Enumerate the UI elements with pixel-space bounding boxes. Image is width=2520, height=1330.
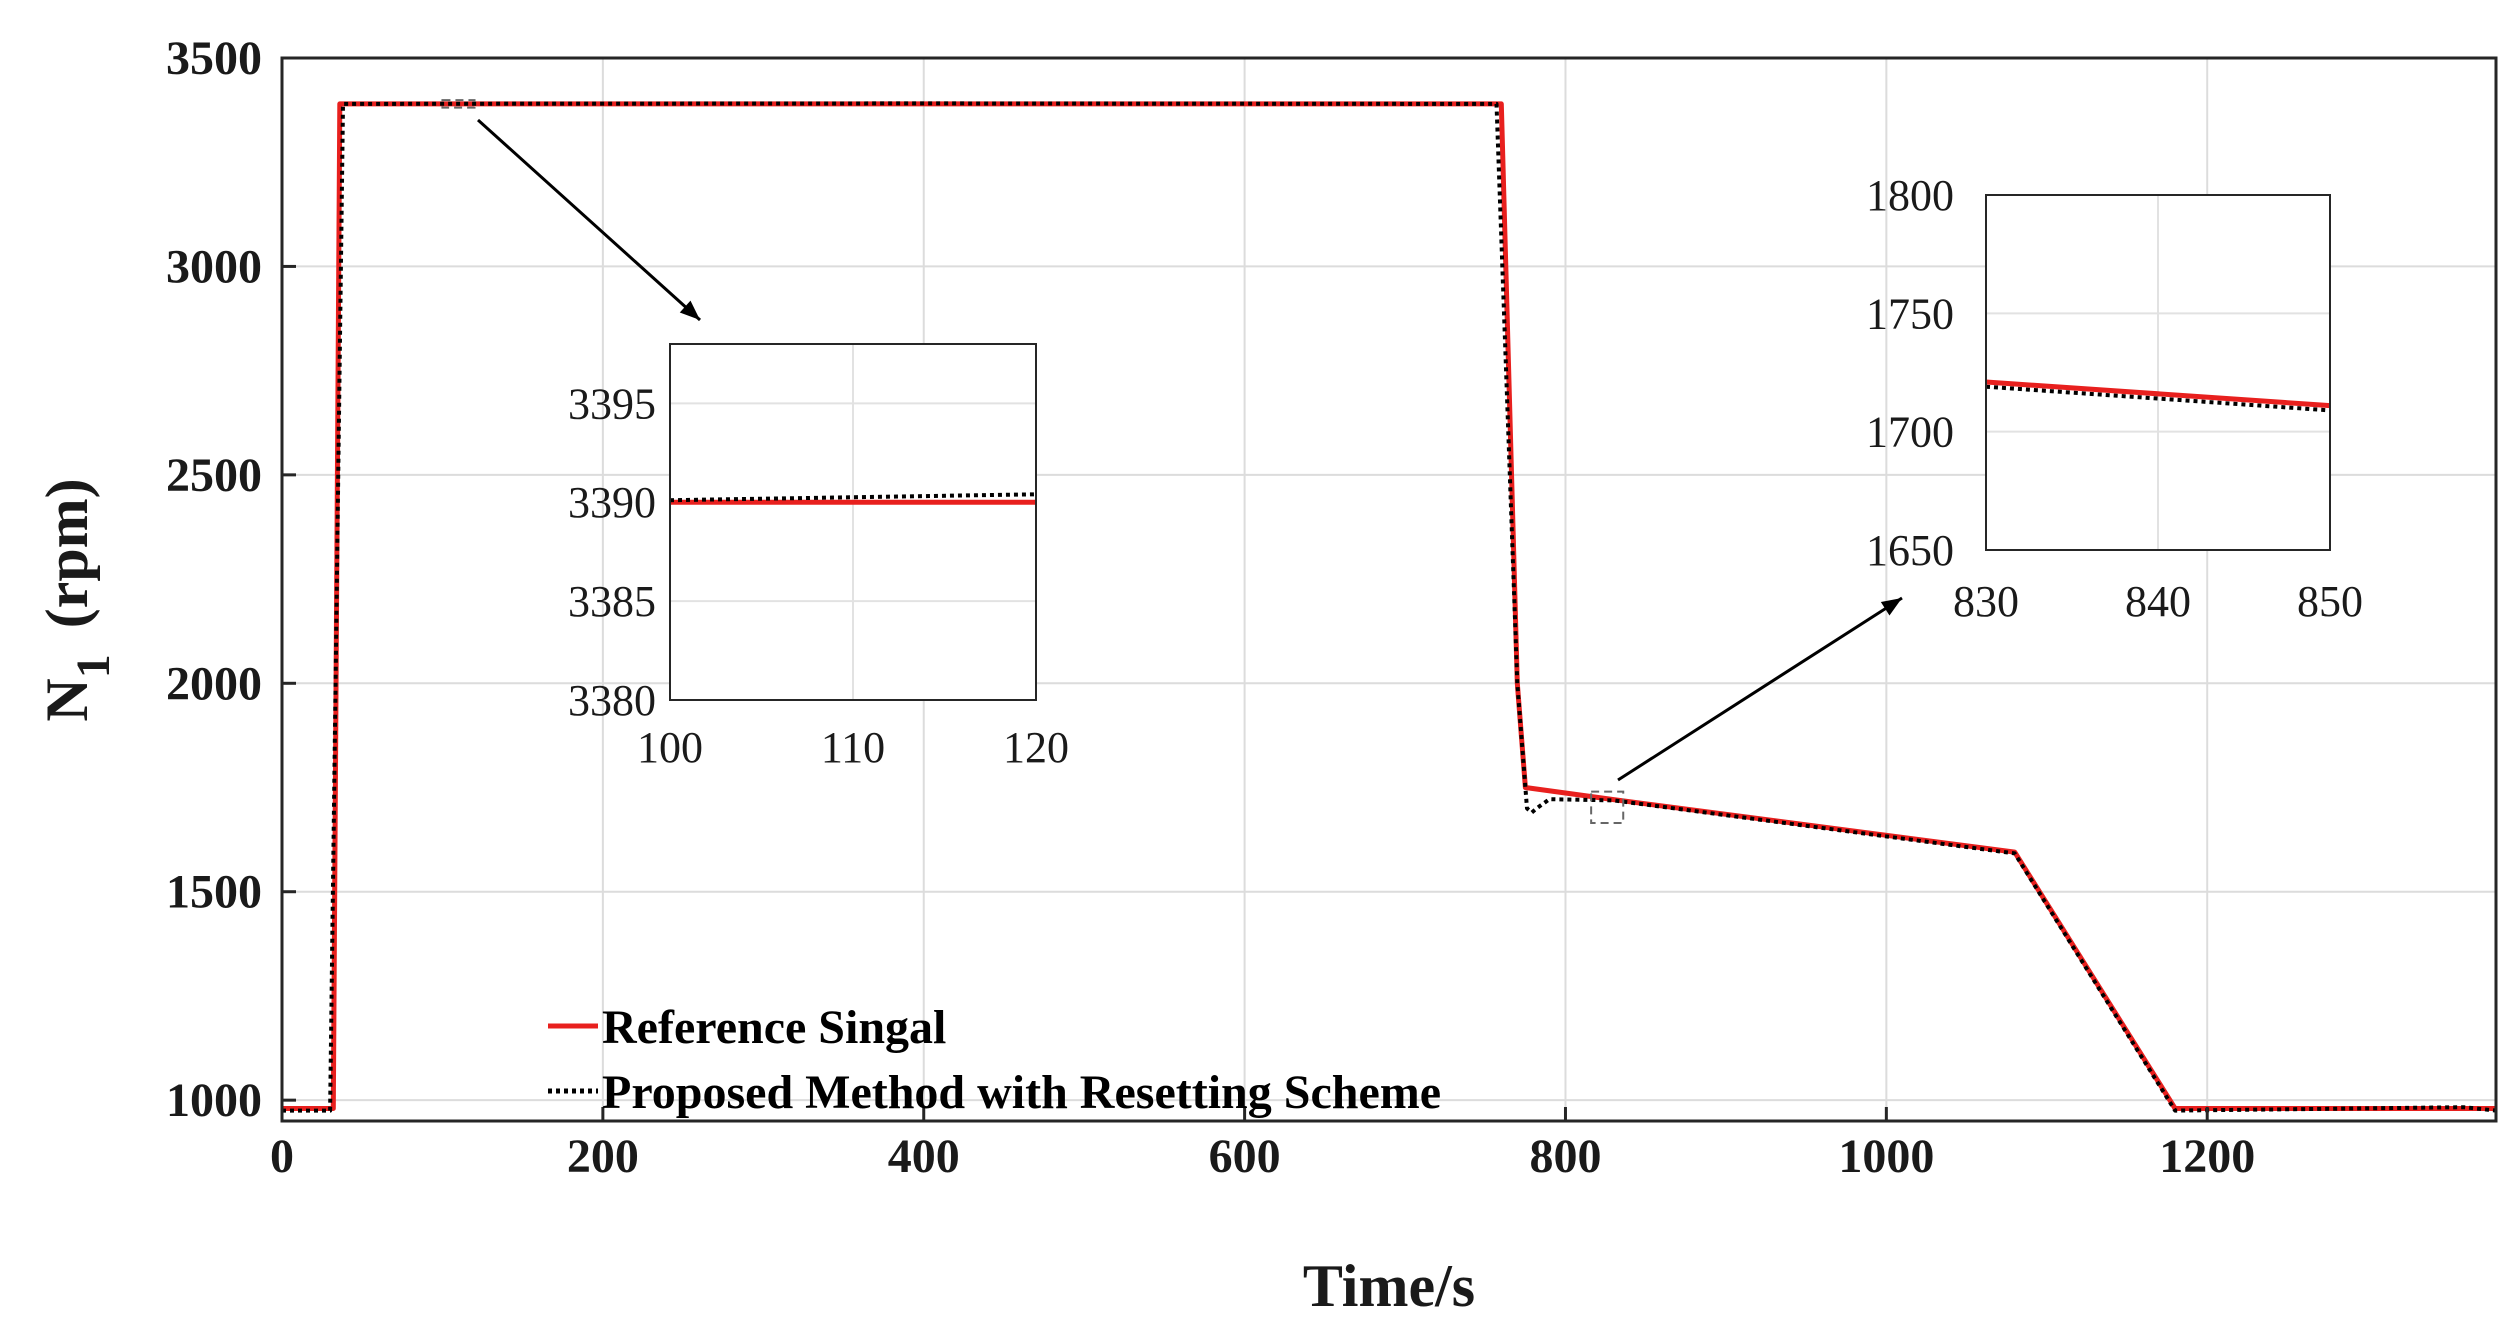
inset-frame	[1985, 194, 2331, 551]
zoom-arrow-head	[679, 300, 700, 320]
y-tick-label: 2500	[166, 449, 262, 502]
x-tick-label: 800	[1529, 1130, 1601, 1183]
svg-text:N1(rpm): N1 (rpm)	[34, 478, 120, 721]
x-tick-label: 0	[270, 1130, 294, 1183]
x-tick-label: 600	[1209, 1130, 1281, 1183]
inset-x-tick-label: 840	[2125, 577, 2191, 626]
zoom-arrow-line	[476, 118, 702, 322]
zoom-source-box	[1590, 790, 1625, 824]
inset-frame	[669, 343, 1037, 701]
inset-y-tick-label: 3380	[568, 676, 656, 725]
y-tick-label: 1000	[166, 1074, 262, 1127]
inset-series-line-1	[1985, 384, 2331, 413]
y-axis-label-unit: (rpm)	[34, 478, 100, 628]
main-plot-frame	[280, 56, 2498, 1123]
inset-x-tick-label: 830	[1953, 577, 2019, 626]
y-axis-label-main: N	[34, 678, 100, 721]
zoom-arrow-line	[1617, 596, 1903, 782]
zoom-markers	[441, 99, 1903, 824]
inset-y-tick-label: 1800	[1866, 171, 1954, 220]
inset-y-tick-label: 1700	[1866, 408, 1954, 457]
inset-x-tick-label: 100	[637, 723, 703, 772]
inset-y-tick-label: 3395	[568, 379, 656, 428]
y-axis-label: N1 (rpm)	[34, 478, 120, 721]
y-tick-label: 2000	[166, 657, 262, 710]
inset-x-tick-label: 850	[2297, 577, 2363, 626]
legend-label-reference: Reference Singal	[602, 1001, 946, 1054]
inset-y-tick-label: 3390	[568, 478, 656, 527]
x-tick-label: 400	[888, 1130, 960, 1183]
zoom-arrow-head	[1880, 598, 1902, 616]
inset-left: 100 110 120 3380 3385 3390 3395	[568, 343, 1069, 772]
y-tick-label: 1500	[166, 866, 262, 919]
y-axis-label-sub: 1	[67, 654, 120, 678]
y-tick-label: 3000	[166, 240, 262, 293]
inset-series-line-1	[669, 492, 1037, 503]
legend: Reference Singal Proposed Method with Re…	[548, 1001, 1441, 1119]
x-axis-label: Time/s	[1303, 1253, 1475, 1319]
zoom-source-box	[441, 99, 476, 109]
inset-y-tick-label: 1750	[1866, 289, 1954, 338]
inset-series-line-0	[1985, 379, 2331, 409]
inset-right: 830 840 850 1650 1700 1750 1800	[1866, 171, 2363, 626]
x-tick-label: 1000	[1838, 1130, 1934, 1183]
inset-y-tick-label: 3385	[568, 577, 656, 626]
main-ticks: 0 200 400 600 800 1000 1200 1000 1500 2000 2500 300…	[166, 32, 2255, 1183]
inset-x-tick-label: 120	[1003, 723, 1069, 772]
x-tick-label: 200	[567, 1130, 639, 1183]
series-line-0	[282, 101, 2496, 1111]
main-series	[282, 101, 2497, 1113]
legend-label-proposed: Proposed Method with Resetting Scheme	[602, 1066, 1441, 1119]
inset-y-tick-label: 1650	[1866, 526, 1954, 575]
inset-x-tick-label: 110	[821, 723, 885, 772]
y-tick-label: 3500	[166, 32, 262, 85]
x-tick-label: 1200	[2159, 1130, 2255, 1183]
